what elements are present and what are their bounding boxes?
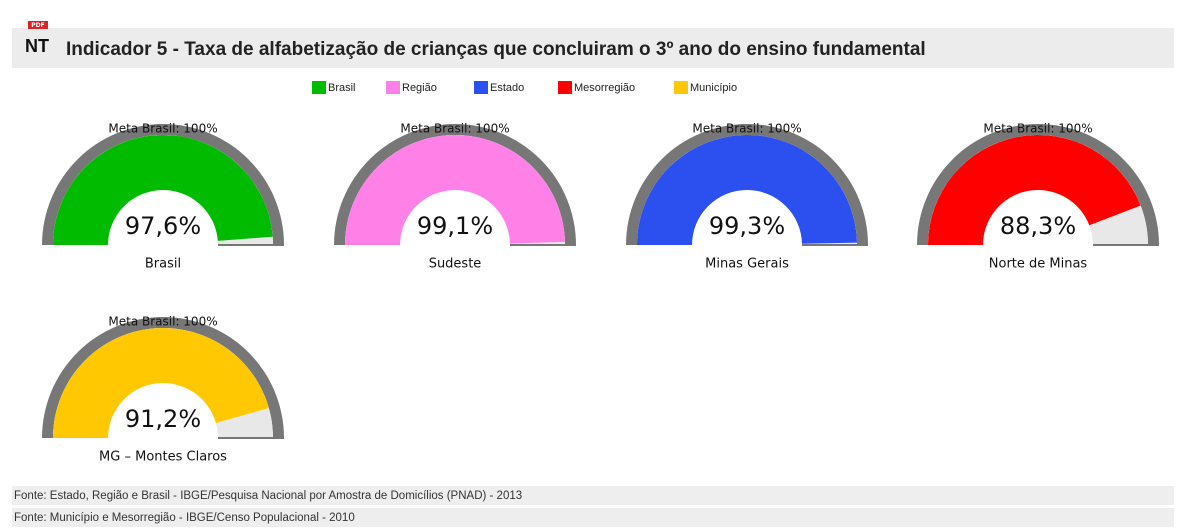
gauge-label: Sudeste — [429, 257, 482, 272]
legend-label: Mesorregião — [574, 82, 635, 94]
value-label: 99,1% — [417, 212, 493, 240]
gauge-label: MG – Montes Claros — [99, 450, 227, 465]
value-label: 97,6% — [125, 212, 201, 240]
chart-title: Indicador 5 - Taxa de alfabetização de c… — [66, 39, 926, 60]
target-label: Meta Brasil: 100% — [400, 122, 509, 136]
gauge-value — [637, 134, 857, 245]
source: Fonte: Município e Mesorregião - IBGE/Ce… — [14, 512, 355, 524]
legend-swatch — [474, 81, 488, 94]
gauge-value — [53, 327, 269, 438]
gauge-label: Minas Gerais — [705, 257, 789, 272]
legend-swatch — [386, 81, 400, 94]
icon-label: NT — [25, 36, 49, 56]
gauge-label: Norte de Minas — [989, 257, 1088, 272]
target-label: Meta Brasil: 100% — [108, 315, 217, 329]
target-label: Meta Brasil: 100% — [692, 122, 801, 136]
value-label: 91,2% — [125, 405, 201, 433]
target-label: Meta Brasil: 100% — [983, 122, 1092, 136]
icon-badge-bg — [28, 21, 48, 29]
legend-label: Região — [402, 82, 437, 94]
gauge-value — [344, 134, 565, 245]
legend-swatch — [674, 81, 688, 94]
gauge-value — [53, 135, 273, 245]
legend-label: Município — [690, 82, 737, 94]
icon-badge: PDF — [31, 22, 44, 29]
source-band — [12, 508, 1174, 527]
value-label: 88,3% — [1000, 212, 1076, 240]
source: Fonte: Estado, Região e Brasil - IBGE/Pe… — [14, 490, 522, 502]
legend-swatch — [312, 81, 326, 94]
legend-label: Brasil — [328, 82, 356, 94]
value-label: 99,3% — [709, 212, 785, 240]
gauge-value — [928, 135, 1141, 245]
target-label: Meta Brasil: 100% — [108, 122, 217, 136]
legend-swatch — [558, 81, 572, 94]
gauge-label: Brasil — [145, 257, 181, 272]
legend-label: Estado — [490, 82, 524, 94]
header-band — [12, 28, 1174, 68]
source-band — [12, 486, 1174, 505]
